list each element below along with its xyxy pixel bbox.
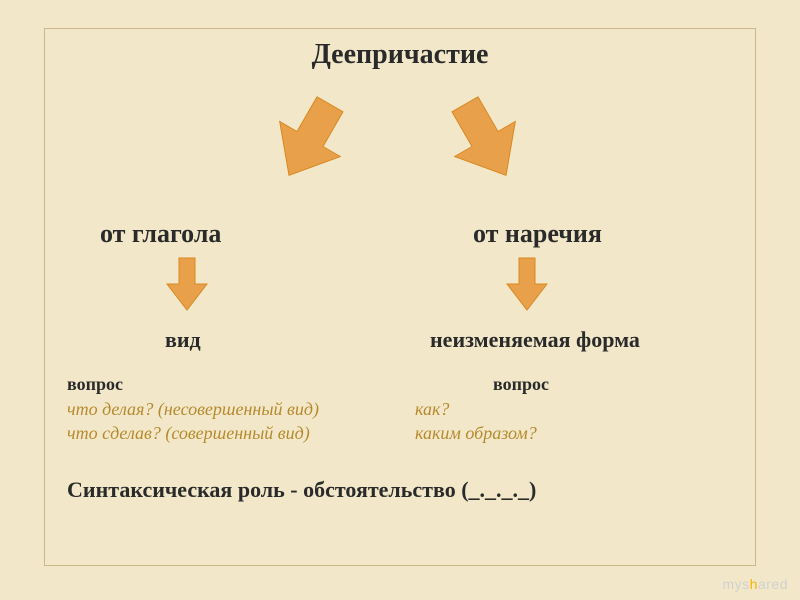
question-right-2: каким образом?: [415, 423, 537, 444]
branch-verb-label: от глагола: [100, 219, 221, 249]
arrow-down-small-left-icon: [165, 254, 209, 314]
question-left-1: что делая? (несовершенный вид): [67, 399, 319, 420]
arrow-down-right-icon: [445, 89, 525, 189]
watermark-prefix: mys: [723, 576, 750, 592]
watermark-accent: h: [750, 576, 758, 592]
watermark: myshared: [723, 576, 789, 592]
branch-adverb-label: от наречия: [473, 219, 602, 249]
question-right-1: как?: [415, 399, 449, 420]
arrow-down-small-right-icon: [505, 254, 549, 314]
main-title: Деепричастие: [45, 39, 755, 71]
arrow-down-left-icon: [270, 89, 350, 189]
syntax-role: Синтаксическая роль - обстоятельство (_.…: [67, 477, 536, 503]
question-left-2: что сделав? (совершенный вид): [67, 423, 310, 444]
question-left-header: вопрос: [67, 374, 123, 395]
question-right-header: вопрос: [493, 374, 549, 395]
content-frame: Деепричастие от глагола от наречия вид н…: [44, 28, 756, 566]
sub-vid-label: вид: [165, 327, 201, 353]
watermark-suffix: ared: [758, 576, 788, 592]
sub-form-label: неизменяемая форма: [430, 327, 640, 353]
